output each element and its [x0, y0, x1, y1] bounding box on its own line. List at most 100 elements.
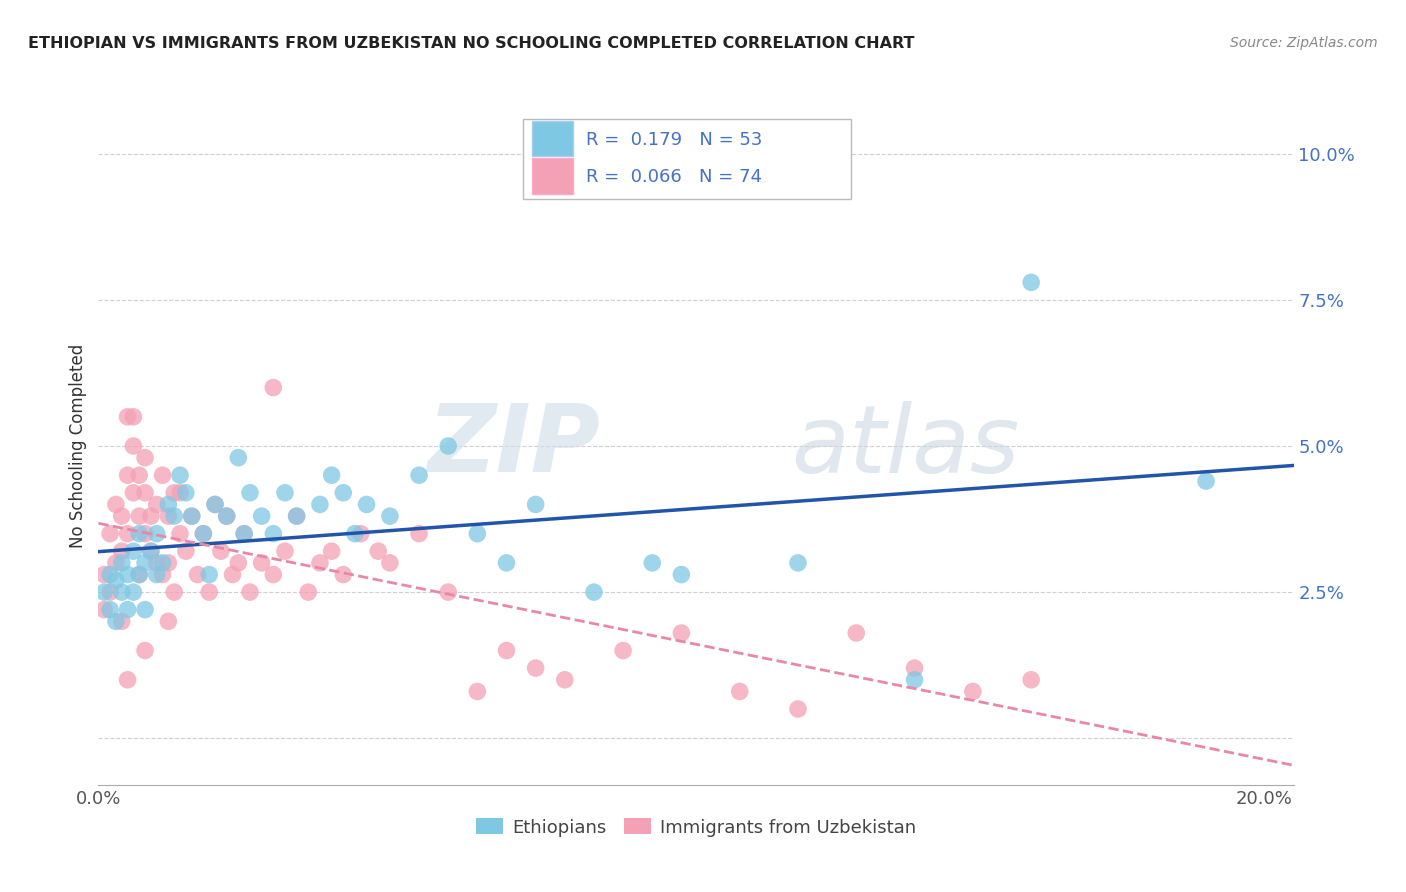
Point: [274, 485, 297, 500]
Point: [145, 556, 167, 570]
Y-axis label: No Schooling Completed: No Schooling Completed: [69, 344, 87, 548]
Point: [209, 544, 232, 558]
Point: [93, 602, 115, 616]
Point: [495, 643, 517, 657]
Point: [104, 615, 127, 629]
Point: [98, 602, 121, 616]
Point: [321, 544, 343, 558]
Point: [612, 643, 634, 657]
Point: [787, 702, 810, 716]
Text: R =  0.179   N = 53: R = 0.179 N = 53: [586, 131, 762, 149]
Point: [204, 498, 226, 512]
Point: [215, 509, 238, 524]
Point: [122, 439, 145, 453]
Point: [163, 485, 186, 500]
FancyBboxPatch shape: [523, 119, 852, 199]
Point: [378, 509, 401, 524]
Point: [285, 509, 308, 524]
Point: [128, 567, 150, 582]
Point: [554, 673, 576, 687]
Point: [250, 509, 273, 524]
Point: [152, 468, 174, 483]
Point: [117, 409, 139, 424]
FancyBboxPatch shape: [533, 158, 572, 194]
Point: [332, 485, 354, 500]
Point: [671, 626, 693, 640]
Point: [437, 585, 460, 599]
Point: [367, 544, 389, 558]
Point: [104, 574, 127, 588]
Text: R =  0.066   N = 74: R = 0.066 N = 74: [586, 168, 762, 186]
Point: [582, 585, 605, 599]
Point: [128, 567, 150, 582]
Point: [117, 567, 139, 582]
Point: [641, 556, 664, 570]
Point: [467, 526, 489, 541]
Point: [233, 526, 256, 541]
Point: [239, 585, 262, 599]
FancyBboxPatch shape: [533, 120, 572, 156]
Point: [169, 485, 191, 500]
Point: [1195, 474, 1218, 488]
Point: [180, 509, 202, 524]
Point: [139, 544, 162, 558]
Point: [134, 485, 156, 500]
Point: [221, 567, 243, 582]
Point: [157, 615, 180, 629]
Point: [180, 509, 202, 524]
Point: [467, 684, 489, 698]
Point: [285, 509, 308, 524]
Point: [250, 556, 273, 570]
Point: [145, 526, 167, 541]
Point: [671, 567, 693, 582]
Point: [309, 556, 332, 570]
Point: [157, 498, 180, 512]
Point: [787, 556, 810, 570]
Legend: Ethiopians, Immigrants from Uzbekistan: Ethiopians, Immigrants from Uzbekistan: [468, 811, 924, 844]
Point: [228, 450, 250, 465]
Point: [139, 509, 162, 524]
Point: [962, 684, 984, 698]
Point: [903, 673, 925, 687]
Text: atlas: atlas: [792, 401, 1019, 491]
Point: [145, 498, 167, 512]
Point: [186, 567, 208, 582]
Point: [157, 509, 180, 524]
Point: [139, 544, 162, 558]
Text: ETHIOPIAN VS IMMIGRANTS FROM UZBEKISTAN NO SCHOOLING COMPLETED CORRELATION CHART: ETHIOPIAN VS IMMIGRANTS FROM UZBEKISTAN …: [28, 36, 915, 51]
Point: [524, 498, 547, 512]
Point: [262, 567, 284, 582]
Point: [117, 526, 139, 541]
Point: [845, 626, 868, 640]
Point: [321, 468, 343, 483]
Point: [228, 556, 250, 570]
Point: [378, 556, 401, 570]
Point: [157, 556, 180, 570]
Point: [309, 498, 332, 512]
Point: [332, 567, 354, 582]
Point: [128, 468, 150, 483]
Point: [169, 526, 191, 541]
Point: [193, 526, 215, 541]
Point: [169, 468, 191, 483]
Point: [297, 585, 319, 599]
Point: [262, 380, 284, 394]
Point: [274, 544, 297, 558]
Point: [128, 526, 150, 541]
Point: [356, 498, 378, 512]
Point: [134, 556, 156, 570]
Point: [174, 485, 197, 500]
Point: [134, 526, 156, 541]
Point: [204, 498, 226, 512]
Point: [408, 526, 430, 541]
Point: [239, 485, 262, 500]
Point: [193, 526, 215, 541]
Point: [350, 526, 373, 541]
Point: [122, 485, 145, 500]
Point: [343, 526, 366, 541]
Point: [262, 526, 284, 541]
Point: [98, 567, 121, 582]
Point: [104, 498, 127, 512]
Point: [198, 567, 221, 582]
Point: [122, 544, 145, 558]
